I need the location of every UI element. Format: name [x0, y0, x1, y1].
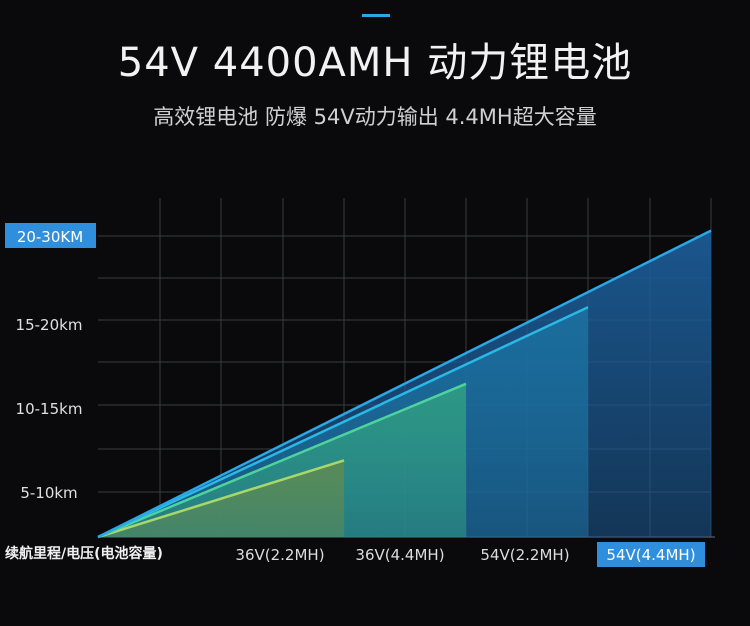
y-tick-label: 10-15km	[16, 400, 83, 418]
area-edge-1	[97, 459, 345, 539]
title-accent-line	[362, 14, 390, 17]
area-edge-4	[97, 229, 712, 539]
y-tick-label: 15-20km	[16, 316, 83, 334]
page-title: 54V 4400AMH 动力锂电池	[117, 40, 633, 86]
x-axis-title: 续航里程/电压(电池容量)	[5, 545, 163, 562]
y-label-highlight-bg	[5, 223, 96, 248]
y-tick-label: 5-10km	[20, 484, 77, 502]
chart-edges	[97, 229, 712, 539]
x-tick-label: 54V(2.2MH)	[480, 546, 569, 564]
y-tick-label: 20-30KM	[17, 228, 83, 246]
x-tick-label: 36V(4.4MH)	[355, 546, 444, 564]
y-axis-labels: 5-10km 10-15km 15-20km 20-30KM	[5, 223, 96, 502]
page-subtitle: 高效锂电池 防爆 54V动力输出 4.4MH超大容量	[153, 105, 597, 129]
x-axis-labels: 续航里程/电压(电池容量) 36V(2.2MH) 36V(4.4MH) 54V(2.2…	[5, 542, 705, 567]
area-edge-3	[97, 306, 589, 539]
x-tick-label: 36V(2.2MH)	[235, 546, 324, 564]
x-tick-label: 54V(4.4MH)	[606, 546, 695, 564]
area-edge-2	[97, 382, 467, 539]
x-label-highlight-bg	[597, 542, 705, 567]
